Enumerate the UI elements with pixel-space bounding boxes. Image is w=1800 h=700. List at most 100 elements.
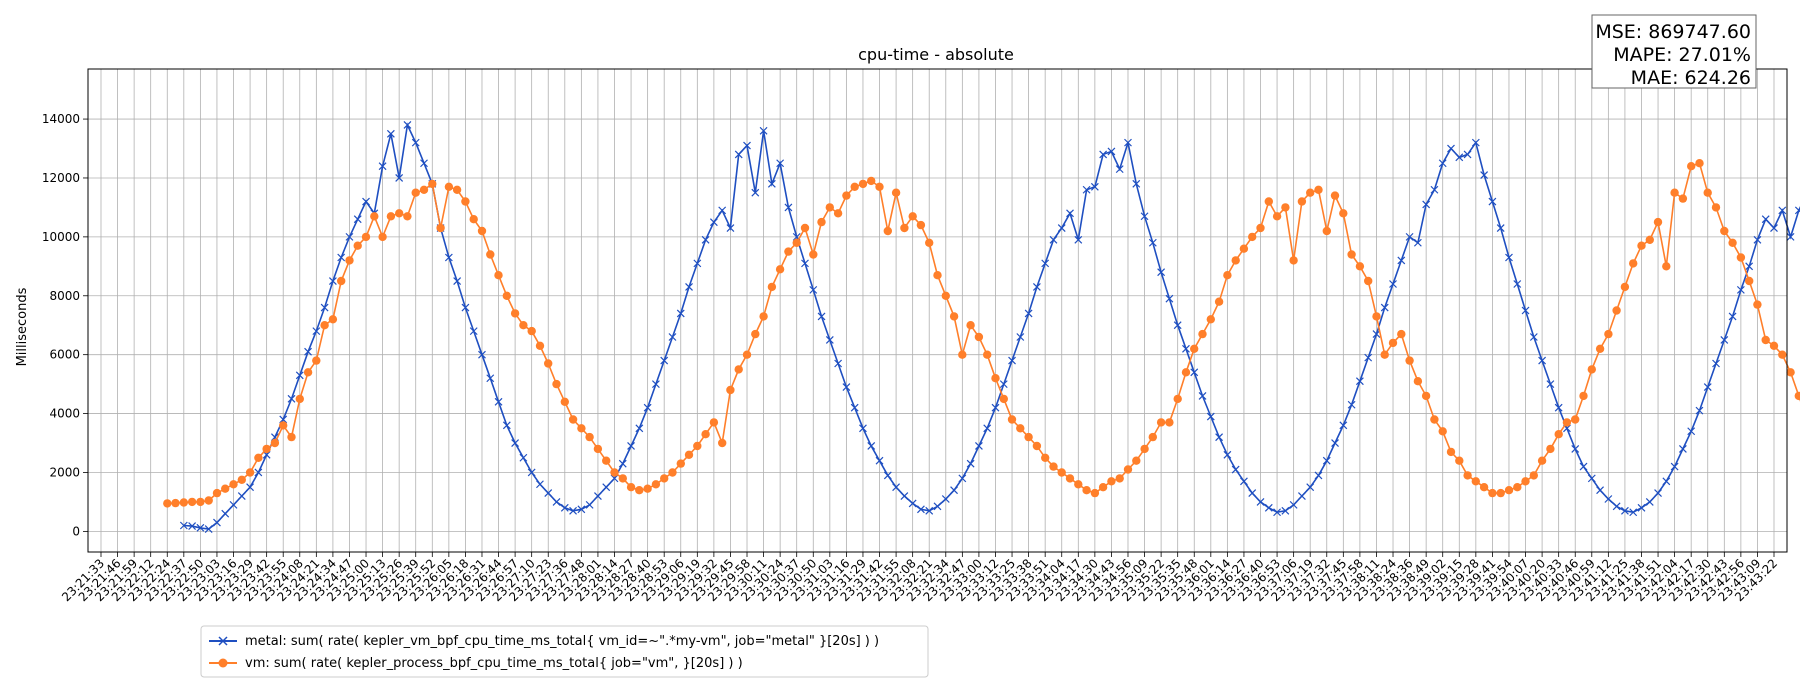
data-point xyxy=(834,359,843,368)
data-point xyxy=(1604,495,1613,503)
data-point xyxy=(1140,212,1149,221)
y-tick-label: 8000 xyxy=(49,289,80,303)
data-point xyxy=(1479,483,1489,492)
axes-layer: 23:21:3323:21:4623:21:5923:22:1223:22:24… xyxy=(42,112,1780,604)
data-point xyxy=(1571,415,1580,424)
data-point xyxy=(1330,191,1340,200)
data-point xyxy=(933,271,942,280)
legend-marker-vm xyxy=(218,658,228,668)
data-point xyxy=(1165,294,1174,303)
series-metal xyxy=(179,121,1800,533)
data-point xyxy=(1214,297,1224,306)
data-point xyxy=(917,505,925,514)
y-tick-label: 4000 xyxy=(49,407,80,421)
data-point xyxy=(1662,477,1671,486)
data-point xyxy=(801,259,809,268)
data-point xyxy=(1339,209,1348,218)
data-point xyxy=(1173,394,1182,404)
data-point xyxy=(1670,188,1679,197)
stats-box: MSE: 869747.60 MAPE: 27.01% MAE: 624.26 xyxy=(1591,14,1757,89)
data-point xyxy=(1529,333,1538,341)
data-point xyxy=(287,394,296,403)
data-point xyxy=(618,474,627,483)
data-point xyxy=(1032,441,1042,451)
series-layer xyxy=(163,121,1800,533)
data-point xyxy=(1562,418,1572,427)
data-point xyxy=(1687,162,1696,171)
data-point xyxy=(1115,474,1124,483)
data-point xyxy=(643,484,652,493)
data-point xyxy=(1695,159,1704,168)
data-point xyxy=(626,483,636,492)
data-point xyxy=(1231,465,1240,474)
data-point xyxy=(1645,498,1654,506)
data-point xyxy=(1248,489,1257,498)
data-point xyxy=(1430,185,1439,194)
data-point xyxy=(1107,147,1116,156)
data-point xyxy=(303,368,313,377)
data-point xyxy=(759,312,768,321)
data-point xyxy=(1223,450,1232,459)
y-tick-label: 14000 xyxy=(42,112,80,126)
data-point xyxy=(1107,477,1116,486)
data-point xyxy=(420,159,428,168)
data-point xyxy=(519,321,528,330)
data-point xyxy=(320,303,329,312)
data-point xyxy=(1662,262,1671,271)
data-point xyxy=(1579,462,1588,471)
data-point xyxy=(444,182,454,191)
data-point xyxy=(1463,150,1472,159)
data-point xyxy=(1612,306,1621,315)
data-point xyxy=(237,475,246,484)
data-point xyxy=(1480,171,1489,179)
data-point xyxy=(1281,203,1290,212)
data-point xyxy=(792,238,801,247)
data-point xyxy=(1057,468,1066,477)
data-point xyxy=(494,271,503,280)
data-point xyxy=(809,285,818,294)
data-point xyxy=(403,121,412,129)
data-point xyxy=(1596,486,1604,495)
data-point xyxy=(568,415,578,424)
data-point xyxy=(1629,508,1638,517)
data-point xyxy=(1753,235,1762,244)
data-point xyxy=(1629,259,1638,268)
data-point xyxy=(1455,456,1464,465)
data-point xyxy=(742,350,752,359)
data-point xyxy=(1306,188,1315,197)
data-point xyxy=(1355,377,1364,386)
data-point xyxy=(337,276,346,286)
data-point xyxy=(279,421,288,430)
data-point xyxy=(1447,144,1455,153)
data-point xyxy=(1206,315,1216,324)
data-point xyxy=(701,235,710,244)
data-point xyxy=(1347,400,1356,409)
data-point xyxy=(1778,206,1787,215)
data-point xyxy=(1264,503,1273,512)
data-point xyxy=(651,480,661,489)
data-point xyxy=(643,403,652,412)
data-point xyxy=(983,424,992,433)
data-point xyxy=(875,182,884,191)
data-point xyxy=(709,218,718,227)
data-point xyxy=(949,312,959,321)
data-point xyxy=(320,321,329,330)
legend-marker-metal xyxy=(218,636,228,646)
series-vm xyxy=(163,159,1800,508)
data-point xyxy=(204,496,213,505)
data-point xyxy=(1653,217,1663,227)
data-point xyxy=(1645,235,1655,244)
data-point xyxy=(560,503,569,512)
data-point xyxy=(444,253,453,262)
data-point xyxy=(527,468,536,477)
data-point xyxy=(709,418,719,427)
data-point xyxy=(1331,439,1339,447)
data-point xyxy=(229,480,238,489)
data-point xyxy=(1471,138,1480,147)
data-point xyxy=(585,432,594,442)
data-point xyxy=(1571,444,1580,453)
data-point xyxy=(1190,368,1199,377)
data-point xyxy=(1198,391,1207,400)
data-point xyxy=(1463,471,1472,480)
